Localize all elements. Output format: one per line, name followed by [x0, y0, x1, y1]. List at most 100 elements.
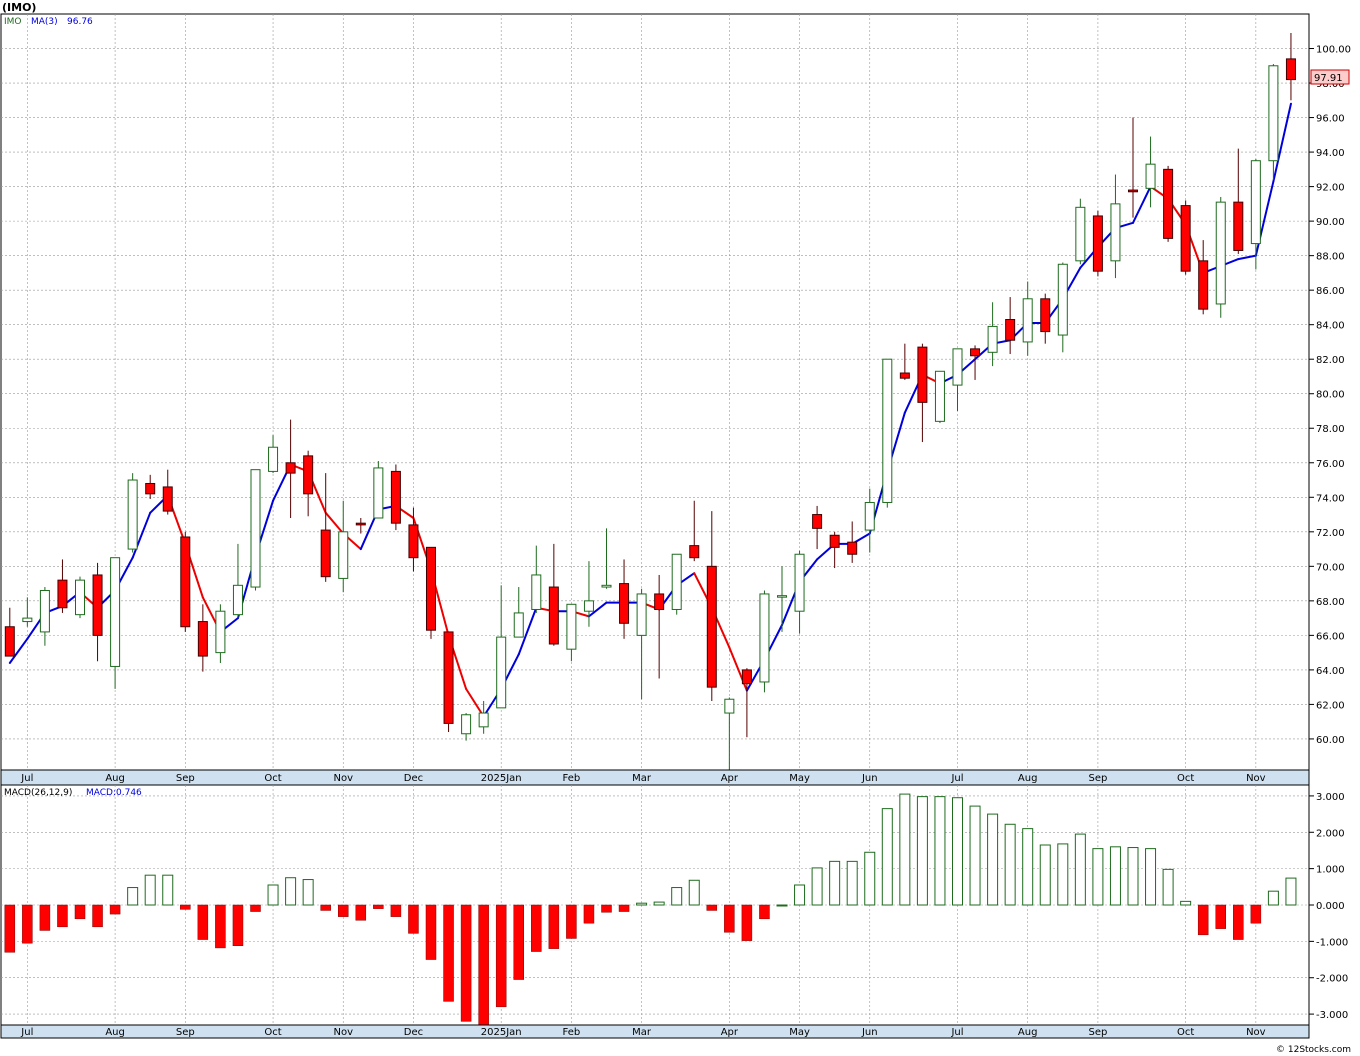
candle-down [1198, 240, 1209, 315]
candle-up [601, 528, 612, 589]
macd-y-tick-label: -1.000 [1316, 937, 1348, 948]
macd-bar [478, 904, 489, 1028]
macd-bar [1233, 904, 1244, 940]
x-label-bottom: Jun [861, 1027, 878, 1038]
candle-down [145, 474, 156, 500]
candle-body [829, 534, 840, 548]
price-y-tick-label: 68.00 [1316, 597, 1345, 608]
price-legend: IMO MA(3) 96.76 [4, 17, 93, 27]
macd-bar [144, 874, 156, 906]
candle-body [636, 593, 647, 636]
candle-up [531, 545, 542, 613]
x-label-top: Nov [1246, 773, 1266, 784]
candle-body [496, 636, 507, 709]
legend-ma-label: MA(3) [31, 17, 58, 27]
legend-macd-value: MACD:0.746 [86, 788, 142, 798]
candle-down [443, 631, 454, 733]
candle-body [671, 553, 682, 610]
candle-down [812, 505, 823, 550]
macd-bar [495, 904, 507, 1008]
macd-bar [250, 904, 261, 912]
candle-down [1180, 200, 1191, 275]
macd-bar [197, 904, 209, 940]
ma-segment [8, 637, 29, 664]
candle-up [1075, 198, 1086, 265]
candle-up [864, 488, 875, 553]
macd-bar [1215, 904, 1226, 929]
x-label-bottom: Nov [333, 1027, 353, 1038]
price-y-tick-label: 76.00 [1316, 459, 1345, 470]
macd-bar [1039, 844, 1051, 906]
candle-body [268, 446, 279, 472]
macd-y-tick-label: -3.000 [1316, 1010, 1348, 1021]
macd-bar [390, 904, 402, 917]
macd-bar [1074, 833, 1086, 906]
price-x-axis-labels: Jul Aug Sep Oct Nov Dec 2025Jan Feb Mar Apr May Jun… [20, 773, 1265, 784]
macd-bar [460, 904, 472, 1022]
legend-macd-label: MACD(26,12,9) [4, 788, 72, 798]
candle-body [847, 541, 858, 555]
macd-bar [215, 904, 226, 949]
price-y-tick-label: 66.00 [1316, 631, 1345, 642]
candle-body [215, 610, 226, 654]
price-y-tick-label: 64.00 [1316, 666, 1345, 677]
macd-date-strip [0, 1024, 1310, 1039]
macd-y-tick-label: 3.000 [1316, 792, 1345, 803]
macd-bar [1267, 890, 1279, 906]
candle-body [601, 584, 612, 588]
candle-down [1092, 210, 1103, 277]
price-y-tick-label: 98.00 [1316, 79, 1345, 90]
candle-body [1092, 215, 1103, 272]
price-y-tick-label: 92.00 [1316, 183, 1345, 194]
candle-up [987, 302, 998, 367]
x-label-top: Oct [1177, 773, 1194, 784]
x-label-top: Aug [105, 773, 125, 784]
candle-body [4, 626, 15, 657]
candle-body [777, 595, 787, 598]
candle-body [232, 584, 243, 616]
x-label-bottom: Jul [20, 1027, 33, 1038]
x-label-bottom: May [789, 1027, 810, 1038]
candle-up [583, 561, 594, 627]
candles [4, 32, 1296, 770]
candle-body [408, 524, 419, 559]
candle-up [934, 370, 945, 424]
candle-down [1040, 293, 1051, 344]
price-y-tick-label: 88.00 [1316, 252, 1345, 263]
macd-bar [1004, 823, 1016, 906]
candle-body [1233, 201, 1244, 251]
macd-bar [618, 904, 630, 912]
candle-up [671, 553, 682, 615]
candle-body [443, 631, 454, 724]
macd-bar [741, 904, 753, 941]
macd-bar [1162, 868, 1174, 906]
macd-bar [4, 904, 16, 953]
macd-bar [969, 805, 981, 906]
macd-bar [1057, 843, 1069, 906]
macd-bar [531, 904, 542, 952]
footer-copyright: © 12Stocks.com [1276, 1045, 1351, 1055]
macd-bar [583, 904, 595, 924]
ma-segment [131, 511, 152, 559]
ma-segment [587, 601, 608, 618]
candle-body [1075, 206, 1086, 262]
price-y-tick-label: 84.00 [1316, 321, 1345, 332]
candle-down [162, 469, 173, 515]
macd-bar [22, 904, 33, 944]
x-label-top: Nov [333, 773, 353, 784]
macd-bar [724, 904, 735, 933]
macd-bar [74, 904, 86, 920]
macd-bar [1285, 877, 1297, 906]
ma-segment [1237, 254, 1257, 261]
candle-up [373, 461, 384, 519]
macd-bar [706, 904, 718, 911]
macd-bar [916, 796, 928, 906]
macd-y-tick-label: -2.000 [1316, 974, 1348, 985]
candle-body [180, 536, 191, 628]
x-label-bottom: Feb [563, 1027, 581, 1038]
candle-body [1145, 163, 1156, 189]
candle-down [390, 464, 401, 531]
chart-title: (IMO) [2, 1, 36, 14]
x-label-bottom: Apr [721, 1027, 739, 1038]
candle-body [548, 586, 559, 645]
